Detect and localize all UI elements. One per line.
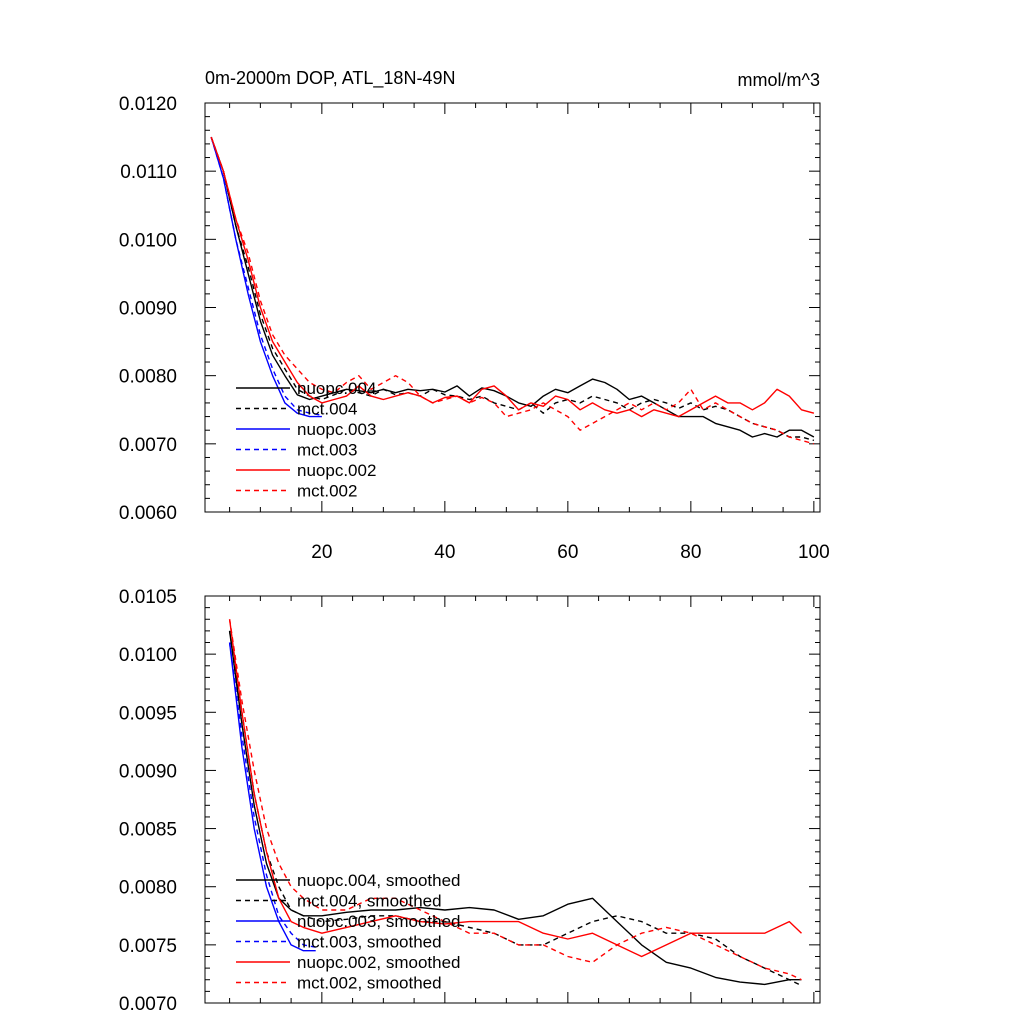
top-x-tick-label: 100 — [798, 542, 830, 563]
top-series-nuopc-004 — [210, 136, 815, 438]
bottom-legend-label: nuopc.003, smoothed — [297, 912, 461, 931]
top-x-tick-label: 40 — [434, 542, 455, 563]
top-y-tick-label: 0.0110 — [120, 162, 177, 183]
top-series-nuopc-003 — [210, 136, 322, 418]
bottom-y-tick-label: 0.0095 — [119, 703, 177, 724]
top-series-nuopc-002 — [210, 136, 815, 418]
top-x-tick-label: 20 — [311, 542, 332, 563]
top-legend-label: nuopc.002 — [297, 461, 376, 480]
top-y-tick-label: 0.0060 — [119, 503, 177, 524]
top-legend-label: nuopc.003 — [297, 420, 376, 439]
bottom-y-tick-label: 0.0070 — [119, 994, 177, 1015]
bottom-legend-label: mct.003, smoothed — [297, 933, 442, 952]
top-legend-label: mct.004 — [297, 400, 357, 419]
bottom-series-mct-003-smoothed — [228, 642, 316, 948]
top-series-mct-003 — [210, 136, 323, 416]
top-y-tick-label: 0.0070 — [119, 435, 177, 456]
bottom-plot-frame — [204, 595, 821, 1004]
bottom-y-tick-label: 0.0080 — [119, 878, 177, 899]
bottom-legend-label: mct.004, smoothed — [297, 892, 442, 911]
top-legend-label: mct.003 — [297, 441, 357, 460]
top-y-tick-label: 0.0100 — [119, 230, 177, 251]
bottom-series-nuopc-004-smoothed — [228, 630, 802, 986]
bottom-legend-label: nuopc.004, smoothed — [297, 871, 461, 890]
top-panel-title: 0m-2000m DOP, ATL_18N-49N — [205, 68, 455, 89]
top-legend-label: mct.002 — [297, 482, 357, 501]
top-panel: 0m-2000m DOP, ATL_18N-49N mmol/m^3 20 40 6… — [119, 68, 830, 563]
bottom-panel: 0.0070 0.0075 0.0080 0.0085 0.0090 0.0095 0.01… — [119, 587, 821, 1015]
bottom-series-nuopc-002-smoothed — [228, 619, 802, 958]
top-x-tick-label: 80 — [680, 542, 701, 563]
bottom-legend-label: nuopc.002, smoothed — [297, 953, 461, 972]
bottom-series-mct-004-smoothed — [228, 630, 802, 987]
top-series-mct-002 — [210, 136, 815, 445]
bottom-y-tick-label: 0.0075 — [119, 936, 177, 957]
bottom-y-tick-label: 0.0085 — [119, 820, 177, 841]
top-series-mct-004 — [210, 136, 815, 442]
bottom-legend-label: mct.002, smoothed — [297, 974, 442, 993]
top-y-tick-label: 0.0080 — [119, 367, 177, 388]
top-x-tick-label: 60 — [557, 542, 578, 563]
bottom-series-mct-002-smoothed — [228, 619, 802, 981]
top-y-tick-label: 0.0120 — [119, 94, 177, 115]
bottom-y-tick-label: 0.0090 — [119, 761, 177, 782]
bottom-y-tick-label: 0.0105 — [119, 587, 177, 608]
top-legend-label: nuopc.004 — [297, 379, 376, 398]
bottom-series-nuopc-003-smoothed — [228, 642, 316, 952]
top-y-tick-label: 0.0090 — [119, 299, 177, 320]
bottom-y-tick-label: 0.0100 — [119, 645, 177, 666]
top-panel-units: mmol/m^3 — [738, 70, 820, 90]
